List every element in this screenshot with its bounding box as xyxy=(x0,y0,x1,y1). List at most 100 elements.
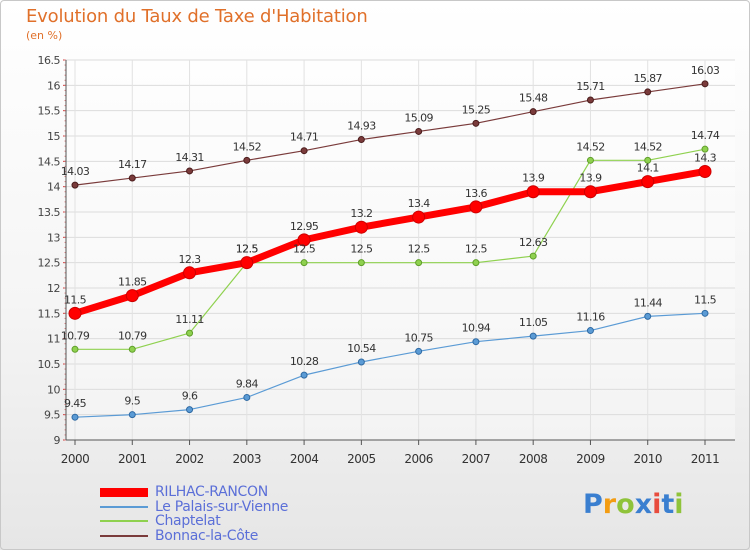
data-point xyxy=(586,327,594,335)
data-point xyxy=(125,289,139,303)
y-tick-label: 14.5 xyxy=(38,155,61,168)
data-label: 11.85 xyxy=(118,276,147,289)
data-label: 9.6 xyxy=(182,390,198,403)
data-label: 12.5 xyxy=(465,243,488,256)
data-point xyxy=(297,233,311,247)
data-label: 9.84 xyxy=(236,377,259,390)
data-label: 10.54 xyxy=(347,342,376,355)
data-point xyxy=(71,413,79,421)
data-label: 15.71 xyxy=(576,80,605,93)
x-tick-label: 2001 xyxy=(118,452,147,466)
data-label: 12.5 xyxy=(293,243,316,256)
data-label: 14.17 xyxy=(118,158,147,171)
series-line-0 xyxy=(73,168,706,317)
data-label: 12.5 xyxy=(236,243,259,256)
y-tick-label: 12.5 xyxy=(38,257,61,270)
x-tick-label: 2008 xyxy=(519,452,548,466)
chart-subtitle: (en %) xyxy=(26,29,63,42)
data-label: 11.11 xyxy=(175,313,204,326)
data-label: 14.93 xyxy=(347,120,376,133)
data-point xyxy=(472,119,480,127)
data-label: 9.45 xyxy=(64,397,87,410)
data-point xyxy=(357,358,365,366)
data-point xyxy=(243,393,251,401)
data-point xyxy=(300,371,308,379)
data-label: 14.52 xyxy=(233,140,262,153)
data-label: 14.31 xyxy=(175,151,204,164)
legend-item-bonnac-la-cote: Bonnac-la-Côte xyxy=(100,528,360,544)
data-point xyxy=(128,411,136,419)
y-tick-label: 16.5 xyxy=(38,54,61,67)
data-label: 14.71 xyxy=(290,131,319,144)
data-point xyxy=(701,80,709,88)
x-tick-label: 2011 xyxy=(691,452,720,466)
data-point xyxy=(354,220,368,234)
y-tick-label: 10.5 xyxy=(38,358,61,371)
series-line-2 xyxy=(75,148,706,350)
legend-item-rilhac-rancon: RILHAC-RANCON xyxy=(100,484,360,500)
data-point xyxy=(71,345,79,353)
x-tick-label: 2000 xyxy=(61,452,90,466)
data-point xyxy=(183,266,197,280)
data-point xyxy=(300,259,308,267)
legend-swatch-chaptelat xyxy=(100,520,148,522)
data-point xyxy=(300,147,308,155)
data-label: 15.87 xyxy=(633,72,662,85)
series-line-1 xyxy=(74,312,706,418)
logo-letter: r xyxy=(602,489,617,520)
logo-letter: x xyxy=(634,489,653,520)
y-tick-label: 10 xyxy=(47,383,60,396)
legend-swatch-le-palais-sur-vienne xyxy=(100,506,148,508)
data-point xyxy=(128,345,136,353)
logo-letter: P xyxy=(583,489,603,520)
legend-label-le-palais-sur-vienne: Le Palais-sur-Vienne xyxy=(155,499,289,515)
logo-letter: i xyxy=(652,489,662,520)
y-tick-label: 12 xyxy=(47,282,60,295)
data-label: 11.16 xyxy=(576,311,605,324)
data-label: 10.79 xyxy=(61,329,90,342)
data-label: 9.5 xyxy=(124,395,140,408)
proxiti-logo: Proxiti xyxy=(583,489,684,520)
data-label: 14.1 xyxy=(637,162,659,175)
data-point xyxy=(68,306,82,320)
logo-letter: i xyxy=(674,489,684,520)
data-point xyxy=(412,210,426,224)
data-label: 14.52 xyxy=(633,140,662,153)
data-label: 10.94 xyxy=(462,322,491,335)
data-point xyxy=(415,259,423,267)
data-point xyxy=(701,309,709,317)
legend-label-rilhac-rancon: RILHAC-RANCON xyxy=(155,484,268,500)
data-point xyxy=(415,127,423,135)
x-tick-label: 2003 xyxy=(233,452,262,466)
data-label: 10.28 xyxy=(290,355,319,368)
data-point xyxy=(240,256,254,270)
data-label: 13.6 xyxy=(465,187,488,200)
y-tick-label: 16 xyxy=(47,79,60,92)
legend-item-le-palais-sur-vienne: Le Palais-sur-Vienne xyxy=(100,499,360,515)
y-tick-label: 13.5 xyxy=(38,206,61,219)
legend-label-chaptelat: Chaptelat xyxy=(155,513,221,529)
data-point xyxy=(529,252,537,260)
data-point xyxy=(701,145,709,153)
data-label: 14.52 xyxy=(576,140,605,153)
data-label: 15.25 xyxy=(462,103,491,116)
data-point xyxy=(526,185,540,199)
data-point xyxy=(698,164,712,178)
data-point xyxy=(529,332,537,340)
y-tick-label: 11.5 xyxy=(38,307,61,320)
plot-area xyxy=(66,60,735,440)
y-tick-label: 15 xyxy=(47,130,60,143)
y-tick-label: 11 xyxy=(47,333,60,346)
y-tick-label: 9.5 xyxy=(44,409,60,422)
data-point xyxy=(472,338,480,346)
data-point xyxy=(641,175,655,189)
data-label: 14.3 xyxy=(694,151,717,164)
data-label: 13.2 xyxy=(350,207,372,220)
data-label: 13.9 xyxy=(579,172,602,185)
data-label: 11.5 xyxy=(694,293,717,306)
series-line-3 xyxy=(74,83,706,186)
data-label: 12.3 xyxy=(178,253,201,266)
data-label: 14.03 xyxy=(61,165,90,178)
data-label: 13.9 xyxy=(522,172,545,185)
